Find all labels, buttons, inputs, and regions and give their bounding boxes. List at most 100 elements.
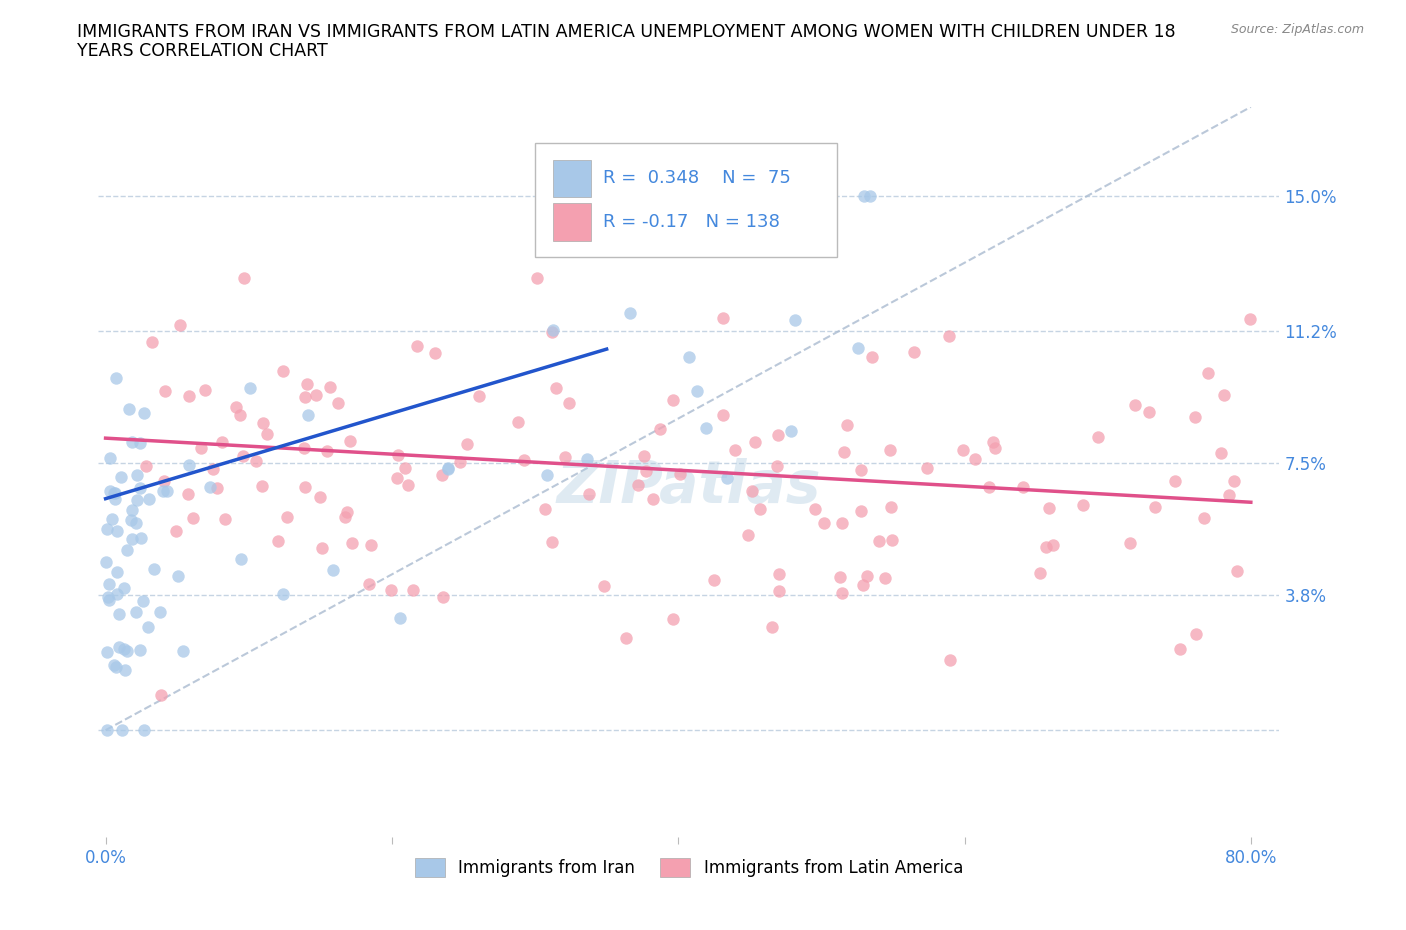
Point — [179, 458, 201, 472]
Point — [643, 491, 665, 506]
Point — [335, 510, 357, 525]
Point — [245, 454, 267, 469]
Point — [938, 328, 960, 343]
Text: ZIPatlas: ZIPatlas — [557, 458, 821, 515]
Point — [984, 441, 1007, 456]
Point — [761, 619, 783, 634]
Point — [239, 381, 262, 396]
Point — [785, 312, 807, 327]
Point — [165, 524, 187, 538]
Point — [179, 389, 201, 404]
Point — [436, 461, 458, 476]
Point — [127, 492, 149, 507]
Point — [661, 392, 683, 407]
Point — [107, 639, 129, 654]
Point — [143, 561, 166, 576]
Point — [1038, 500, 1060, 515]
Point — [406, 339, 429, 353]
Point — [105, 565, 128, 579]
Point — [103, 486, 125, 501]
Point — [129, 481, 152, 496]
Point — [804, 501, 827, 516]
Point — [202, 461, 225, 476]
Point — [436, 460, 458, 475]
Point — [138, 491, 160, 506]
Point — [129, 435, 152, 450]
Point — [536, 468, 558, 483]
Point — [766, 458, 789, 473]
Point — [456, 436, 478, 451]
FancyBboxPatch shape — [553, 204, 591, 241]
Point — [276, 510, 298, 525]
Point — [1087, 430, 1109, 445]
Point — [271, 587, 294, 602]
Point — [112, 642, 135, 657]
Point — [749, 502, 772, 517]
Point — [662, 611, 685, 626]
Point — [101, 512, 124, 526]
Point — [121, 434, 143, 449]
Point — [882, 533, 904, 548]
Point — [214, 512, 236, 526]
Point — [149, 687, 172, 702]
Point — [110, 469, 132, 484]
Point — [205, 481, 228, 496]
Text: IMMIGRANTS FROM IRAN VS IMMIGRANTS FROM LATIN AMERICA UNEMPLOYMENT AMONG WOMEN W: IMMIGRANTS FROM IRAN VS IMMIGRANTS FROM … — [77, 23, 1175, 41]
Point — [938, 653, 960, 668]
Point — [295, 377, 318, 392]
Point — [103, 658, 125, 672]
Point — [1184, 409, 1206, 424]
Point — [104, 492, 127, 507]
Point — [1168, 642, 1191, 657]
Point — [96, 644, 118, 659]
Point — [627, 478, 650, 493]
Point — [1035, 539, 1057, 554]
Point — [100, 450, 122, 465]
Point — [695, 420, 717, 435]
Point — [305, 387, 328, 402]
Point — [879, 499, 901, 514]
Point — [107, 606, 129, 621]
Point — [868, 534, 890, 549]
Point — [231, 551, 253, 566]
Point — [225, 399, 247, 414]
Point — [389, 611, 412, 626]
Point — [153, 384, 176, 399]
Point — [297, 407, 319, 422]
Point — [105, 524, 128, 538]
Point — [903, 344, 925, 359]
Point — [1144, 499, 1167, 514]
Point — [541, 323, 564, 338]
Point — [554, 450, 576, 465]
Point — [614, 631, 637, 645]
Legend: Immigrants from Iran, Immigrants from Latin America: Immigrants from Iran, Immigrants from La… — [408, 851, 970, 884]
Point — [711, 311, 734, 325]
Point — [1071, 498, 1094, 512]
Point — [915, 461, 938, 476]
Point — [120, 512, 142, 527]
Point — [105, 587, 128, 602]
Point — [813, 515, 835, 530]
Point — [859, 189, 882, 204]
Point — [396, 477, 419, 492]
Point — [114, 662, 136, 677]
Point — [380, 583, 402, 598]
Point — [846, 341, 869, 356]
Point — [849, 463, 872, 478]
Point — [132, 405, 155, 420]
Point — [540, 325, 562, 339]
Point — [430, 468, 453, 483]
Point — [97, 590, 120, 604]
Point — [831, 515, 853, 530]
Point — [558, 395, 581, 410]
Point — [326, 395, 349, 410]
Point — [831, 586, 853, 601]
Point — [125, 468, 148, 483]
Point — [423, 345, 446, 360]
Point — [229, 407, 252, 422]
Point — [711, 408, 734, 423]
Point — [98, 577, 121, 591]
Point — [294, 479, 316, 494]
Point — [737, 527, 759, 542]
Point — [449, 455, 471, 470]
